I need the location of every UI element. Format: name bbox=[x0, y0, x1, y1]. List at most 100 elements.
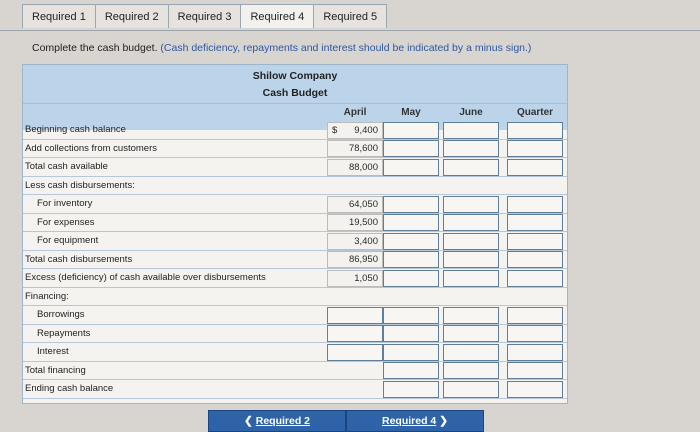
prev-required-label: Required 2 bbox=[255, 415, 310, 427]
chevron-left-icon: ❮ bbox=[244, 415, 253, 427]
quarter-input-cell[interactable] bbox=[507, 232, 563, 250]
company-name: Shilow Company bbox=[252, 70, 338, 82]
june-input-cell[interactable] bbox=[443, 269, 499, 287]
may-input-cell[interactable] bbox=[383, 362, 439, 379]
quarter-input-cell[interactable] bbox=[507, 214, 563, 231]
may-input-cell[interactable] bbox=[383, 140, 439, 157]
tab-required-2[interactable]: Required 2 bbox=[94, 4, 169, 28]
quarter-input-cell[interactable] bbox=[507, 140, 563, 157]
quarter-input-cell[interactable] bbox=[507, 121, 563, 139]
tab-bar: Required 1 Required 2 Required 3 Require… bbox=[22, 4, 388, 30]
june-input-cell[interactable] bbox=[443, 362, 499, 379]
prev-required-button[interactable]: ❮ Required 2 bbox=[208, 410, 346, 432]
budget-title: Cash Budget bbox=[262, 87, 328, 99]
april-value-cell[interactable]: 1,050 bbox=[327, 269, 383, 287]
quarter-input-cell[interactable] bbox=[507, 380, 563, 398]
april-value: 9,400 bbox=[354, 124, 378, 136]
quarter-input-cell[interactable] bbox=[507, 251, 563, 268]
may-input-cell[interactable] bbox=[383, 214, 439, 231]
june-input-cell[interactable] bbox=[443, 306, 499, 324]
tab-divider bbox=[0, 30, 700, 31]
may-input-cell[interactable] bbox=[383, 380, 439, 398]
april-input-cell[interactable] bbox=[327, 325, 383, 342]
quarter-input-cell[interactable] bbox=[507, 269, 563, 287]
currency-symbol: $ bbox=[332, 124, 338, 136]
table-row: For expenses 19,500 bbox=[23, 214, 567, 232]
april-value: 3,400 bbox=[354, 235, 378, 247]
row-label: For expenses bbox=[37, 216, 95, 228]
col-may: May bbox=[401, 107, 421, 118]
june-input-cell[interactable] bbox=[443, 121, 499, 139]
instruction-main: Complete the cash budget. bbox=[32, 42, 158, 54]
row-label: Ending cash balance bbox=[25, 383, 114, 394]
april-value-cell[interactable]: 3,400 bbox=[327, 232, 383, 250]
table-row: For inventory 64,050 bbox=[23, 195, 567, 214]
tab-required-4[interactable]: Required 4 bbox=[240, 4, 315, 28]
may-input-cell[interactable] bbox=[383, 251, 439, 268]
june-input-cell[interactable] bbox=[443, 343, 499, 361]
table-row: Excess (deficiency) of cash available ov… bbox=[23, 269, 567, 288]
april-value: 86,950 bbox=[348, 254, 378, 265]
june-input-cell[interactable] bbox=[443, 158, 499, 176]
row-label: Total cash available bbox=[25, 161, 108, 172]
quarter-input-cell[interactable] bbox=[507, 306, 563, 324]
chevron-right-icon: ❯ bbox=[439, 415, 448, 427]
quarter-input-cell[interactable] bbox=[507, 158, 563, 176]
april-value-cell[interactable]: 86,950 bbox=[327, 251, 383, 268]
instruction-note: (Cash deficiency, repayments and interes… bbox=[160, 42, 532, 54]
table-header: Shilow Company Cash Budget bbox=[23, 65, 567, 103]
june-input-cell[interactable] bbox=[443, 214, 499, 231]
row-label: Total financing bbox=[25, 364, 86, 376]
table-row: Total cash available 88,000 bbox=[23, 158, 567, 177]
next-required-button[interactable]: Required 4 ❯ bbox=[346, 410, 484, 432]
april-value-cell[interactable]: 19,500 bbox=[327, 214, 383, 231]
table-row: Less cash disbursements: bbox=[23, 177, 567, 195]
april-value-cell[interactable]: 88,000 bbox=[327, 158, 383, 176]
instruction-text: Complete the cash budget. (Cash deficien… bbox=[32, 42, 531, 54]
tab-required-5[interactable]: Required 5 bbox=[313, 4, 388, 28]
may-input-cell[interactable] bbox=[383, 269, 439, 287]
col-quarter: Quarter bbox=[516, 107, 554, 118]
row-label: Financing: bbox=[25, 290, 69, 302]
tab-required-3[interactable]: Required 3 bbox=[167, 4, 242, 28]
table-row: Total financing bbox=[23, 362, 567, 380]
april-input-cell[interactable] bbox=[327, 306, 383, 324]
row-label: Borrowings bbox=[37, 309, 85, 320]
june-input-cell[interactable] bbox=[443, 380, 499, 398]
row-label: Beginning cash balance bbox=[25, 124, 126, 135]
april-value-cell[interactable]: 78,600 bbox=[327, 140, 383, 157]
may-input-cell[interactable] bbox=[383, 121, 439, 139]
quarter-input-cell[interactable] bbox=[507, 195, 563, 213]
table-row: Total cash disbursements 86,950 bbox=[23, 251, 567, 269]
june-input-cell[interactable] bbox=[443, 195, 499, 213]
table-row: Add collections from customers 78,600 bbox=[23, 140, 567, 158]
quarter-input-cell[interactable] bbox=[507, 343, 563, 361]
table-row: Financing: bbox=[23, 288, 567, 306]
april-value-cell[interactable]: $9,400 bbox=[327, 121, 383, 139]
may-input-cell[interactable] bbox=[383, 343, 439, 361]
june-input-cell[interactable] bbox=[443, 325, 499, 342]
cash-budget-table: Shilow Company Cash Budget April May Jun… bbox=[22, 64, 568, 404]
row-label: Total cash disbursements bbox=[25, 253, 133, 265]
june-input-cell[interactable] bbox=[443, 251, 499, 268]
quarter-input-cell[interactable] bbox=[507, 325, 563, 342]
may-input-cell[interactable] bbox=[383, 195, 439, 213]
table-row: For equipment 3,400 bbox=[23, 232, 567, 251]
may-input-cell[interactable] bbox=[383, 232, 439, 250]
may-input-cell[interactable] bbox=[383, 306, 439, 324]
row-label: Add collections from customers bbox=[25, 142, 157, 154]
may-input-cell[interactable] bbox=[383, 325, 439, 342]
column-header-row bbox=[23, 103, 567, 130]
tab-required-1[interactable]: Required 1 bbox=[22, 4, 96, 28]
april-value: 64,050 bbox=[348, 198, 378, 210]
quarter-input-cell[interactable] bbox=[507, 362, 563, 379]
row-label: Excess (deficiency) of cash available ov… bbox=[25, 272, 266, 283]
april-input-cell[interactable] bbox=[327, 343, 383, 361]
next-required-label: Required 4 bbox=[382, 415, 437, 427]
june-input-cell[interactable] bbox=[443, 232, 499, 250]
june-input-cell[interactable] bbox=[443, 140, 499, 157]
table-row: Repayments bbox=[23, 325, 567, 343]
may-input-cell[interactable] bbox=[383, 158, 439, 176]
row-label: Interest bbox=[37, 346, 69, 357]
april-value-cell[interactable]: 64,050 bbox=[327, 195, 383, 213]
